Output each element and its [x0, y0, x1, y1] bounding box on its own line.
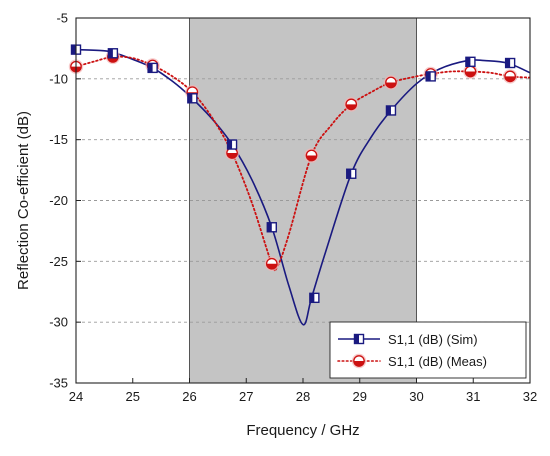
x-tick-label: 32	[523, 389, 537, 404]
sim-marker	[309, 292, 320, 304]
meas-marker	[383, 75, 399, 90]
sim-marker-fill	[505, 58, 511, 68]
legend-label-1: S1,1 (dB) (Meas)	[388, 354, 487, 369]
sim-marker-fill	[227, 140, 233, 150]
sim-marker	[147, 62, 158, 74]
sim-marker	[425, 71, 436, 82]
sim-marker-fill	[71, 45, 76, 55]
meas-marker-fill	[385, 82, 397, 88]
y-tick-label: -15	[49, 132, 68, 147]
sim-marker-fill	[346, 169, 352, 179]
meas-marker	[264, 256, 279, 271]
meas-marker	[351, 353, 367, 369]
sim-marker	[107, 48, 119, 59]
sim-marker	[266, 222, 277, 233]
y-tick-label: -5	[56, 11, 68, 26]
meas-marker	[344, 97, 359, 112]
x-tick-label: 29	[353, 389, 367, 404]
x-tick-label: 28	[296, 389, 310, 404]
sim-marker-fill	[148, 63, 153, 73]
sim-marker	[385, 105, 397, 116]
meas-marker	[502, 69, 518, 84]
sim-marker	[353, 333, 365, 345]
legend-box	[329, 321, 527, 379]
x-tick-label: 26	[182, 389, 196, 404]
meas-marker-fill	[306, 155, 317, 161]
sim-marker-fill	[267, 222, 272, 232]
sim-marker	[504, 57, 516, 69]
sim-marker-fill	[465, 57, 471, 67]
meas-marker-fill	[226, 153, 238, 159]
sim-marker-fill	[354, 334, 359, 344]
x-tick-label: 24	[69, 389, 83, 404]
meas-marker-fill	[266, 263, 277, 269]
y-axis-title: Reflection Co-efficient (dB)	[15, 111, 32, 290]
sim-marker-fill	[426, 71, 431, 81]
sim-marker-fill	[187, 93, 193, 103]
sim-marker-fill	[108, 48, 113, 58]
sim-marker	[226, 139, 238, 150]
legend: S1,1 (dB) (Sim) S1,1 (dB) (Meas)	[329, 321, 527, 379]
sim-marker-fill	[309, 293, 315, 303]
sim-marker-fill	[386, 105, 391, 115]
meas-marker-fill	[353, 361, 365, 367]
meas-marker-fill	[465, 71, 476, 77]
meas-marker-fill	[504, 76, 516, 82]
x-tick-label: 27	[239, 389, 253, 404]
meas-marker-fill	[346, 104, 357, 110]
x-tick-label: 31	[466, 389, 480, 404]
y-tick-label: -20	[49, 193, 68, 208]
sim-marker	[187, 93, 198, 104]
y-tick-label: -10	[49, 71, 68, 86]
x-tick-label: 25	[126, 389, 140, 404]
x-tick-label: 30	[409, 389, 423, 404]
legend-label-0: S1,1 (dB) (Sim)	[388, 332, 478, 347]
x-axis-title: Frequency / GHz	[246, 422, 359, 439]
sim-marker	[465, 56, 476, 67]
meas-marker	[463, 64, 478, 79]
meas-marker	[304, 148, 319, 163]
y-tick-label: -30	[49, 315, 68, 330]
y-tick-label: -25	[49, 254, 68, 269]
y-tick-label: -35	[49, 376, 68, 391]
sim-marker	[346, 168, 357, 179]
axes-group: 24 25 26 27 28 29 30 31 32 -35 -30 -25 -20 -15 -10 -5	[49, 11, 537, 405]
